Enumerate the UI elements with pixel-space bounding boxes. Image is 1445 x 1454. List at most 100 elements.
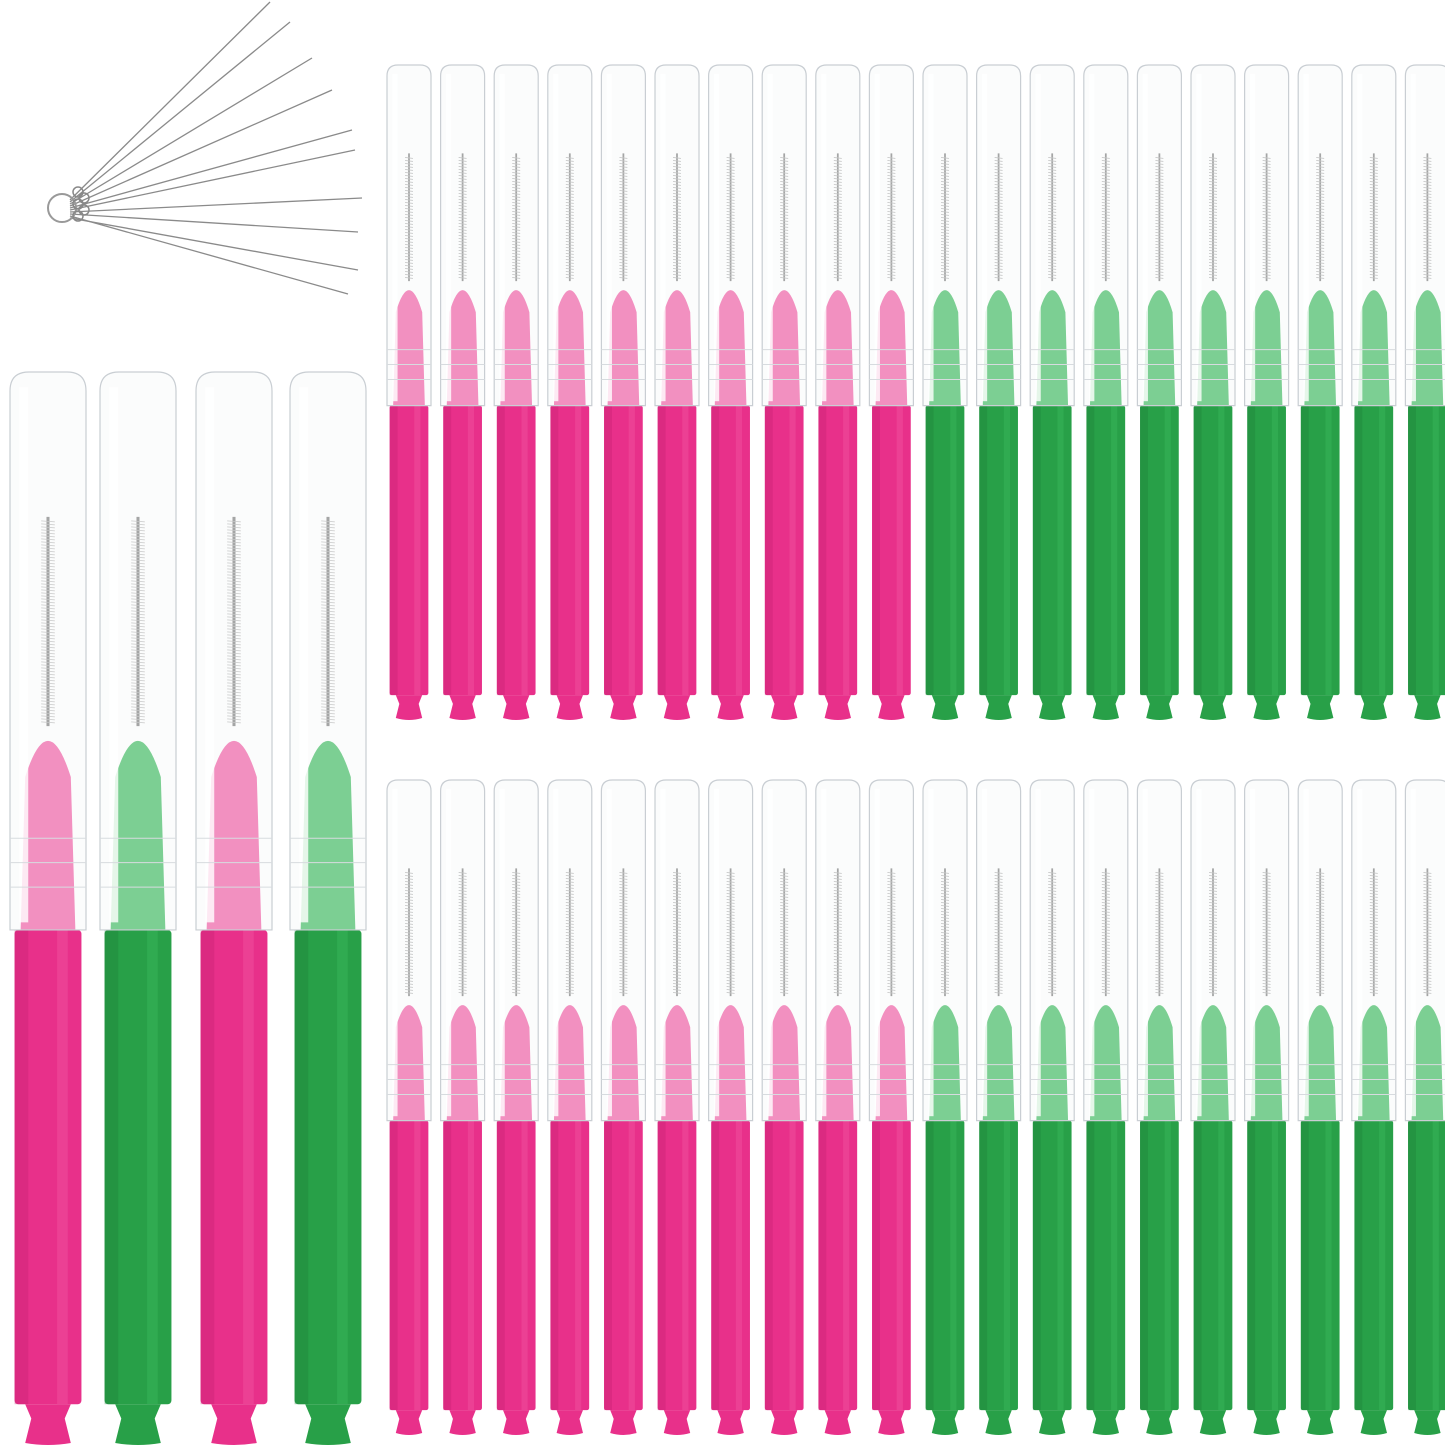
bristle xyxy=(780,250,789,252)
bristle xyxy=(1262,166,1271,168)
bristle xyxy=(672,166,682,168)
bristle xyxy=(994,244,1003,246)
bristle xyxy=(1423,896,1432,898)
bristle xyxy=(1316,235,1325,237)
bristle xyxy=(131,544,145,547)
bristle xyxy=(321,532,335,535)
bristle xyxy=(1316,917,1325,919)
bristle xyxy=(1048,944,1057,946)
brush-pink xyxy=(815,64,861,720)
bristle xyxy=(512,974,521,976)
cap-glare xyxy=(606,788,612,1117)
bristle xyxy=(1369,953,1378,955)
bristle xyxy=(321,610,335,613)
bristle xyxy=(1369,893,1378,895)
bristle xyxy=(131,682,145,685)
bristle xyxy=(1048,241,1057,243)
bristle xyxy=(1155,265,1164,267)
bristle xyxy=(780,199,789,201)
bristle xyxy=(1262,908,1271,910)
bristle xyxy=(565,202,574,204)
bristle xyxy=(887,265,896,267)
bristle xyxy=(619,911,628,913)
bristle xyxy=(994,160,1003,162)
bristle xyxy=(321,553,335,556)
bristle xyxy=(1048,166,1057,168)
bristle xyxy=(1208,974,1218,976)
bristle xyxy=(780,256,789,258)
bristle xyxy=(780,878,789,880)
bristle xyxy=(726,926,735,928)
bristle xyxy=(1262,190,1271,192)
bristle xyxy=(404,166,414,168)
bristle xyxy=(227,607,241,610)
bristle xyxy=(1048,950,1057,952)
bristle xyxy=(1262,172,1271,174)
bristle xyxy=(1423,256,1432,258)
clear-cap xyxy=(493,64,539,407)
bristle xyxy=(940,238,950,240)
bristle xyxy=(1048,199,1057,201)
brush-neck xyxy=(1357,1005,1390,1121)
bristle xyxy=(1208,202,1218,204)
bristle xyxy=(887,181,896,183)
bristle xyxy=(227,598,241,601)
brush-handle xyxy=(1193,405,1233,696)
bristle xyxy=(1423,232,1432,234)
brush-handle xyxy=(818,405,858,696)
bristle xyxy=(994,944,1003,946)
bristle xyxy=(321,520,335,523)
bristle xyxy=(672,878,682,880)
bristle xyxy=(672,217,682,219)
bristle xyxy=(726,175,735,177)
bristle xyxy=(887,962,896,964)
bristle xyxy=(780,184,789,186)
brush-neck xyxy=(714,1005,747,1121)
bristle xyxy=(131,703,145,706)
handle-highlight xyxy=(414,405,421,696)
bristle xyxy=(227,715,241,718)
bristle xyxy=(1155,980,1164,982)
needle xyxy=(69,1,271,201)
bristle xyxy=(404,878,414,880)
bristle xyxy=(887,232,896,234)
brush-handle xyxy=(979,405,1018,696)
bristle xyxy=(833,908,842,910)
bristle xyxy=(41,583,55,586)
bristle xyxy=(1262,181,1271,183)
bristle xyxy=(227,568,241,571)
handle-highlight xyxy=(414,1120,421,1411)
brush-foot xyxy=(1414,1410,1441,1435)
bristle xyxy=(1101,214,1110,216)
bristle xyxy=(940,923,950,925)
cap-glare xyxy=(553,73,559,402)
brush-pink xyxy=(440,779,486,1435)
bristle xyxy=(41,664,55,667)
bristle xyxy=(833,980,842,982)
bristle xyxy=(833,965,842,967)
bristle xyxy=(1101,256,1110,258)
bristle xyxy=(780,274,789,276)
bristle xyxy=(619,920,628,922)
bristle xyxy=(780,163,789,165)
brush-pink xyxy=(9,371,87,1445)
bristle xyxy=(726,959,735,961)
bristle xyxy=(619,932,628,934)
bristle xyxy=(404,881,414,883)
bristle xyxy=(1208,983,1218,985)
bristle xyxy=(1423,181,1432,183)
bristle xyxy=(227,721,241,724)
bristle xyxy=(1369,872,1378,874)
bristle xyxy=(1048,878,1057,880)
bristle xyxy=(565,268,574,270)
bristle xyxy=(672,986,682,988)
bristle xyxy=(1208,199,1218,201)
bristle xyxy=(833,277,842,279)
bristle xyxy=(1048,175,1057,177)
bristle xyxy=(994,941,1003,943)
bristle xyxy=(994,229,1003,231)
bristle xyxy=(1262,902,1271,904)
bristle xyxy=(1101,259,1110,261)
bristle xyxy=(1369,935,1378,937)
bristle xyxy=(512,220,521,222)
